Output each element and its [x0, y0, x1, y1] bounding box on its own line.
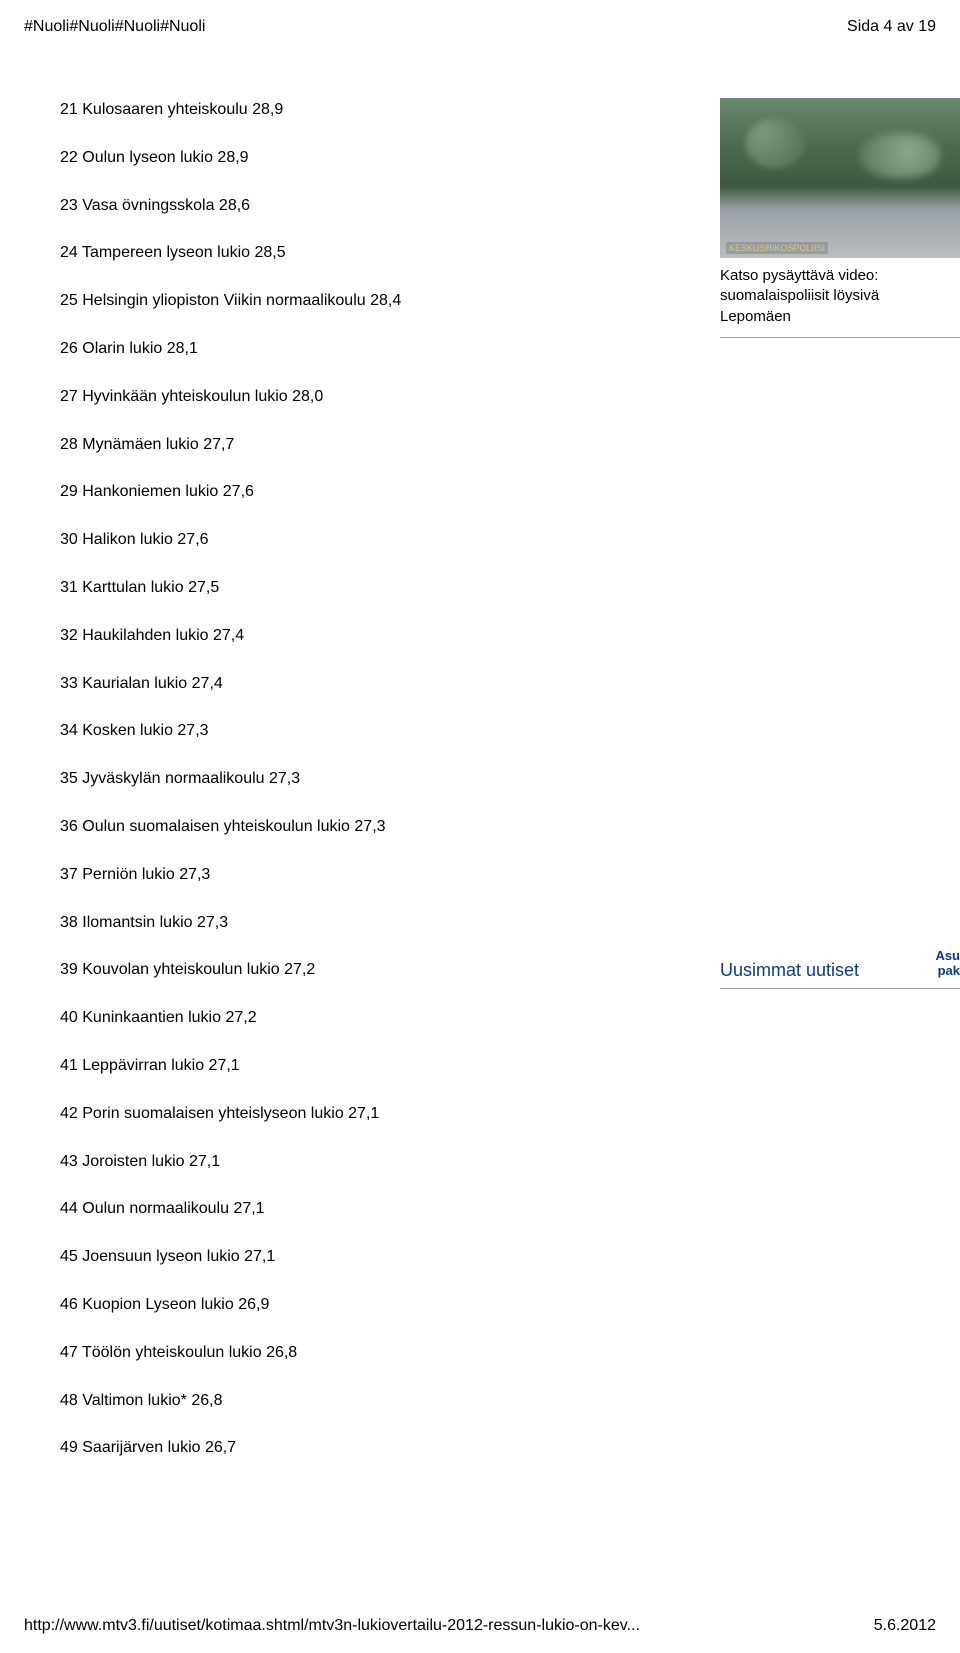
list-item: 47 Töölön yhteiskoulun lukio 26,8 [60, 1343, 580, 1364]
list-item: 24 Tampereen lyseon lukio 28,5 [60, 243, 580, 264]
list-item: 27 Hyvinkään yhteiskoulun lukio 28,0 [60, 387, 580, 408]
list-item: 28 Mynämäen lukio 27,7 [60, 435, 580, 456]
list-item: 40 Kuninkaantien lukio 27,2 [60, 1008, 580, 1029]
list-item: 23 Vasa övningsskola 28,6 [60, 196, 580, 217]
list-item: 48 Valtimon lukio* 26,8 [60, 1391, 580, 1412]
thumbnail-source-label: KESKUSRIKOSPOLIISI [726, 242, 828, 254]
list-item: 32 Haukilahden lukio 27,4 [60, 626, 580, 647]
list-item: 42 Porin suomalaisen yhteislyseon lukio … [60, 1104, 580, 1125]
list-item: 43 Joroisten lukio 27,1 [60, 1152, 580, 1173]
list-item: 36 Oulun suomalaisen yhteiskoulun lukio … [60, 817, 580, 838]
video-caption-line: suomalaispoliisit löysivä [720, 286, 960, 306]
latest-news-block: Asu pak Uusimmat uutiset [720, 960, 960, 989]
latest-right-label-top: Asu [935, 948, 960, 963]
list-item: 30 Halikon lukio 27,6 [60, 530, 580, 551]
list-item: 34 Kosken lukio 27,3 [60, 721, 580, 742]
video-teaser[interactable]: KESKUSRIKOSPOLIISI Katso pysäyttävä vide… [720, 98, 960, 338]
list-item: 41 Leppävirran lukio 27,1 [60, 1056, 580, 1077]
list-item: 45 Joensuun lyseon lukio 27,1 [60, 1247, 580, 1268]
list-item: 37 Perniön lukio 27,3 [60, 865, 580, 886]
list-item: 31 Karttulan lukio 27,5 [60, 578, 580, 599]
latest-right-label-bottom: pak [938, 963, 960, 978]
list-item: 35 Jyväskylän normaalikoulu 27,3 [60, 769, 580, 790]
list-item: 33 Kaurialan lukio 27,4 [60, 674, 580, 695]
list-item: 25 Helsingin yliopiston Viikin normaalik… [60, 291, 580, 312]
list-item: 22 Oulun lyseon lukio 28,9 [60, 148, 580, 169]
list-item: 39 Kouvolan yhteiskoulun lukio 27,2 [60, 960, 580, 981]
page-indicator: Sida 4 av 19 [847, 18, 936, 36]
header-hash-text: #Nuoli#Nuoli#Nuoli#Nuoli [24, 18, 205, 36]
footer-url: http://www.mtv3.fi/uutiset/kotimaa.shtml… [24, 1617, 640, 1635]
video-caption-line: Katso pysäyttävä video: [720, 266, 960, 286]
latest-news-heading[interactable]: Uusimmat uutiset [720, 960, 960, 982]
list-item: 21 Kulosaaren yhteiskoulu 28,9 [60, 100, 580, 121]
divider [720, 337, 960, 338]
video-caption-line: Lepomäen [720, 307, 960, 327]
list-item: 38 Ilomantsin lukio 27,3 [60, 913, 580, 934]
video-caption: Katso pysäyttävä video: suomalaispoliisi… [720, 266, 960, 327]
list-item: 29 Hankoniemen lukio 27,6 [60, 482, 580, 503]
list-item: 26 Olarin lukio 28,1 [60, 339, 580, 360]
school-list: 21 Kulosaaren yhteiskoulu 28,9 22 Oulun … [60, 100, 580, 1486]
divider [720, 988, 960, 989]
list-item: 49 Saarijärven lukio 26,7 [60, 1438, 580, 1459]
video-thumbnail[interactable]: KESKUSRIKOSPOLIISI [720, 98, 960, 258]
list-item: 44 Oulun normaalikoulu 27,1 [60, 1199, 580, 1220]
page-footer: http://www.mtv3.fi/uutiset/kotimaa.shtml… [24, 1617, 936, 1635]
list-item: 46 Kuopion Lyseon lukio 26,9 [60, 1295, 580, 1316]
footer-date: 5.6.2012 [874, 1617, 936, 1635]
